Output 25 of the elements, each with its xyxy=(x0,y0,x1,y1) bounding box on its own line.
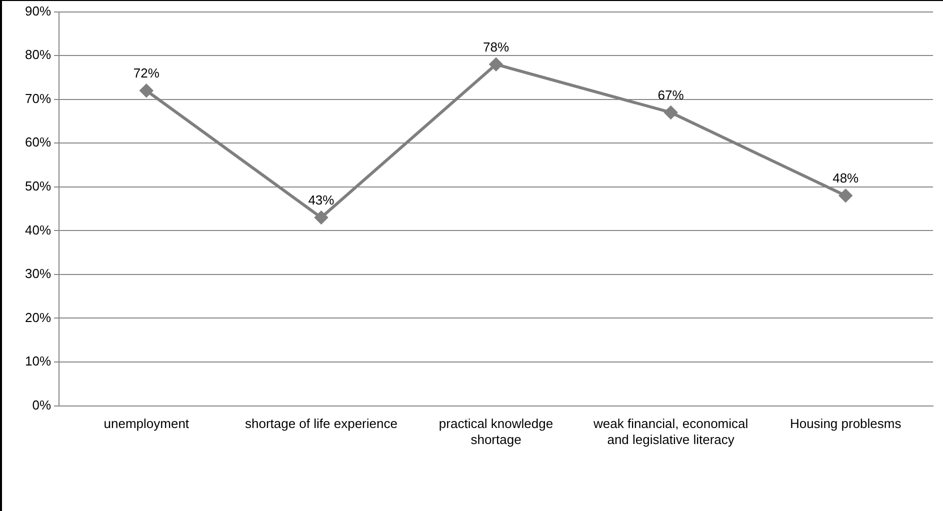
point xyxy=(839,189,852,202)
point xyxy=(490,58,503,71)
x-tick-label: practical knowledge shortage xyxy=(438,416,554,447)
data-label: 78% xyxy=(482,39,510,54)
point xyxy=(140,84,153,98)
y-tick-label: 0% xyxy=(32,397,52,412)
y-tick-label: 70% xyxy=(24,90,52,106)
x-tick-label: shortage of life experience xyxy=(244,416,398,432)
point xyxy=(664,106,678,119)
point xyxy=(314,211,328,224)
data-label: 67% xyxy=(658,88,684,103)
y-tick-label: 80% xyxy=(24,47,52,62)
data-label: 48% xyxy=(832,170,860,186)
y-tick-label: 30% xyxy=(24,266,52,282)
y-tick-label: 60% xyxy=(24,134,52,150)
y-tick-label: 50% xyxy=(24,178,52,194)
y-tick-label: 40% xyxy=(24,222,52,238)
x-tick-label: Housing problesms xyxy=(790,416,902,432)
y-tick-label: 90% xyxy=(24,3,52,18)
x-tick-label: unemployment xyxy=(104,416,190,432)
y-tick-label: 10% xyxy=(24,354,52,369)
data-label: 43% xyxy=(308,192,335,208)
y-tick-label: 20% xyxy=(24,310,52,325)
data-label: 72% xyxy=(133,66,160,81)
x-tick-label: weak financial, economical and legislative literacy xyxy=(592,416,748,447)
